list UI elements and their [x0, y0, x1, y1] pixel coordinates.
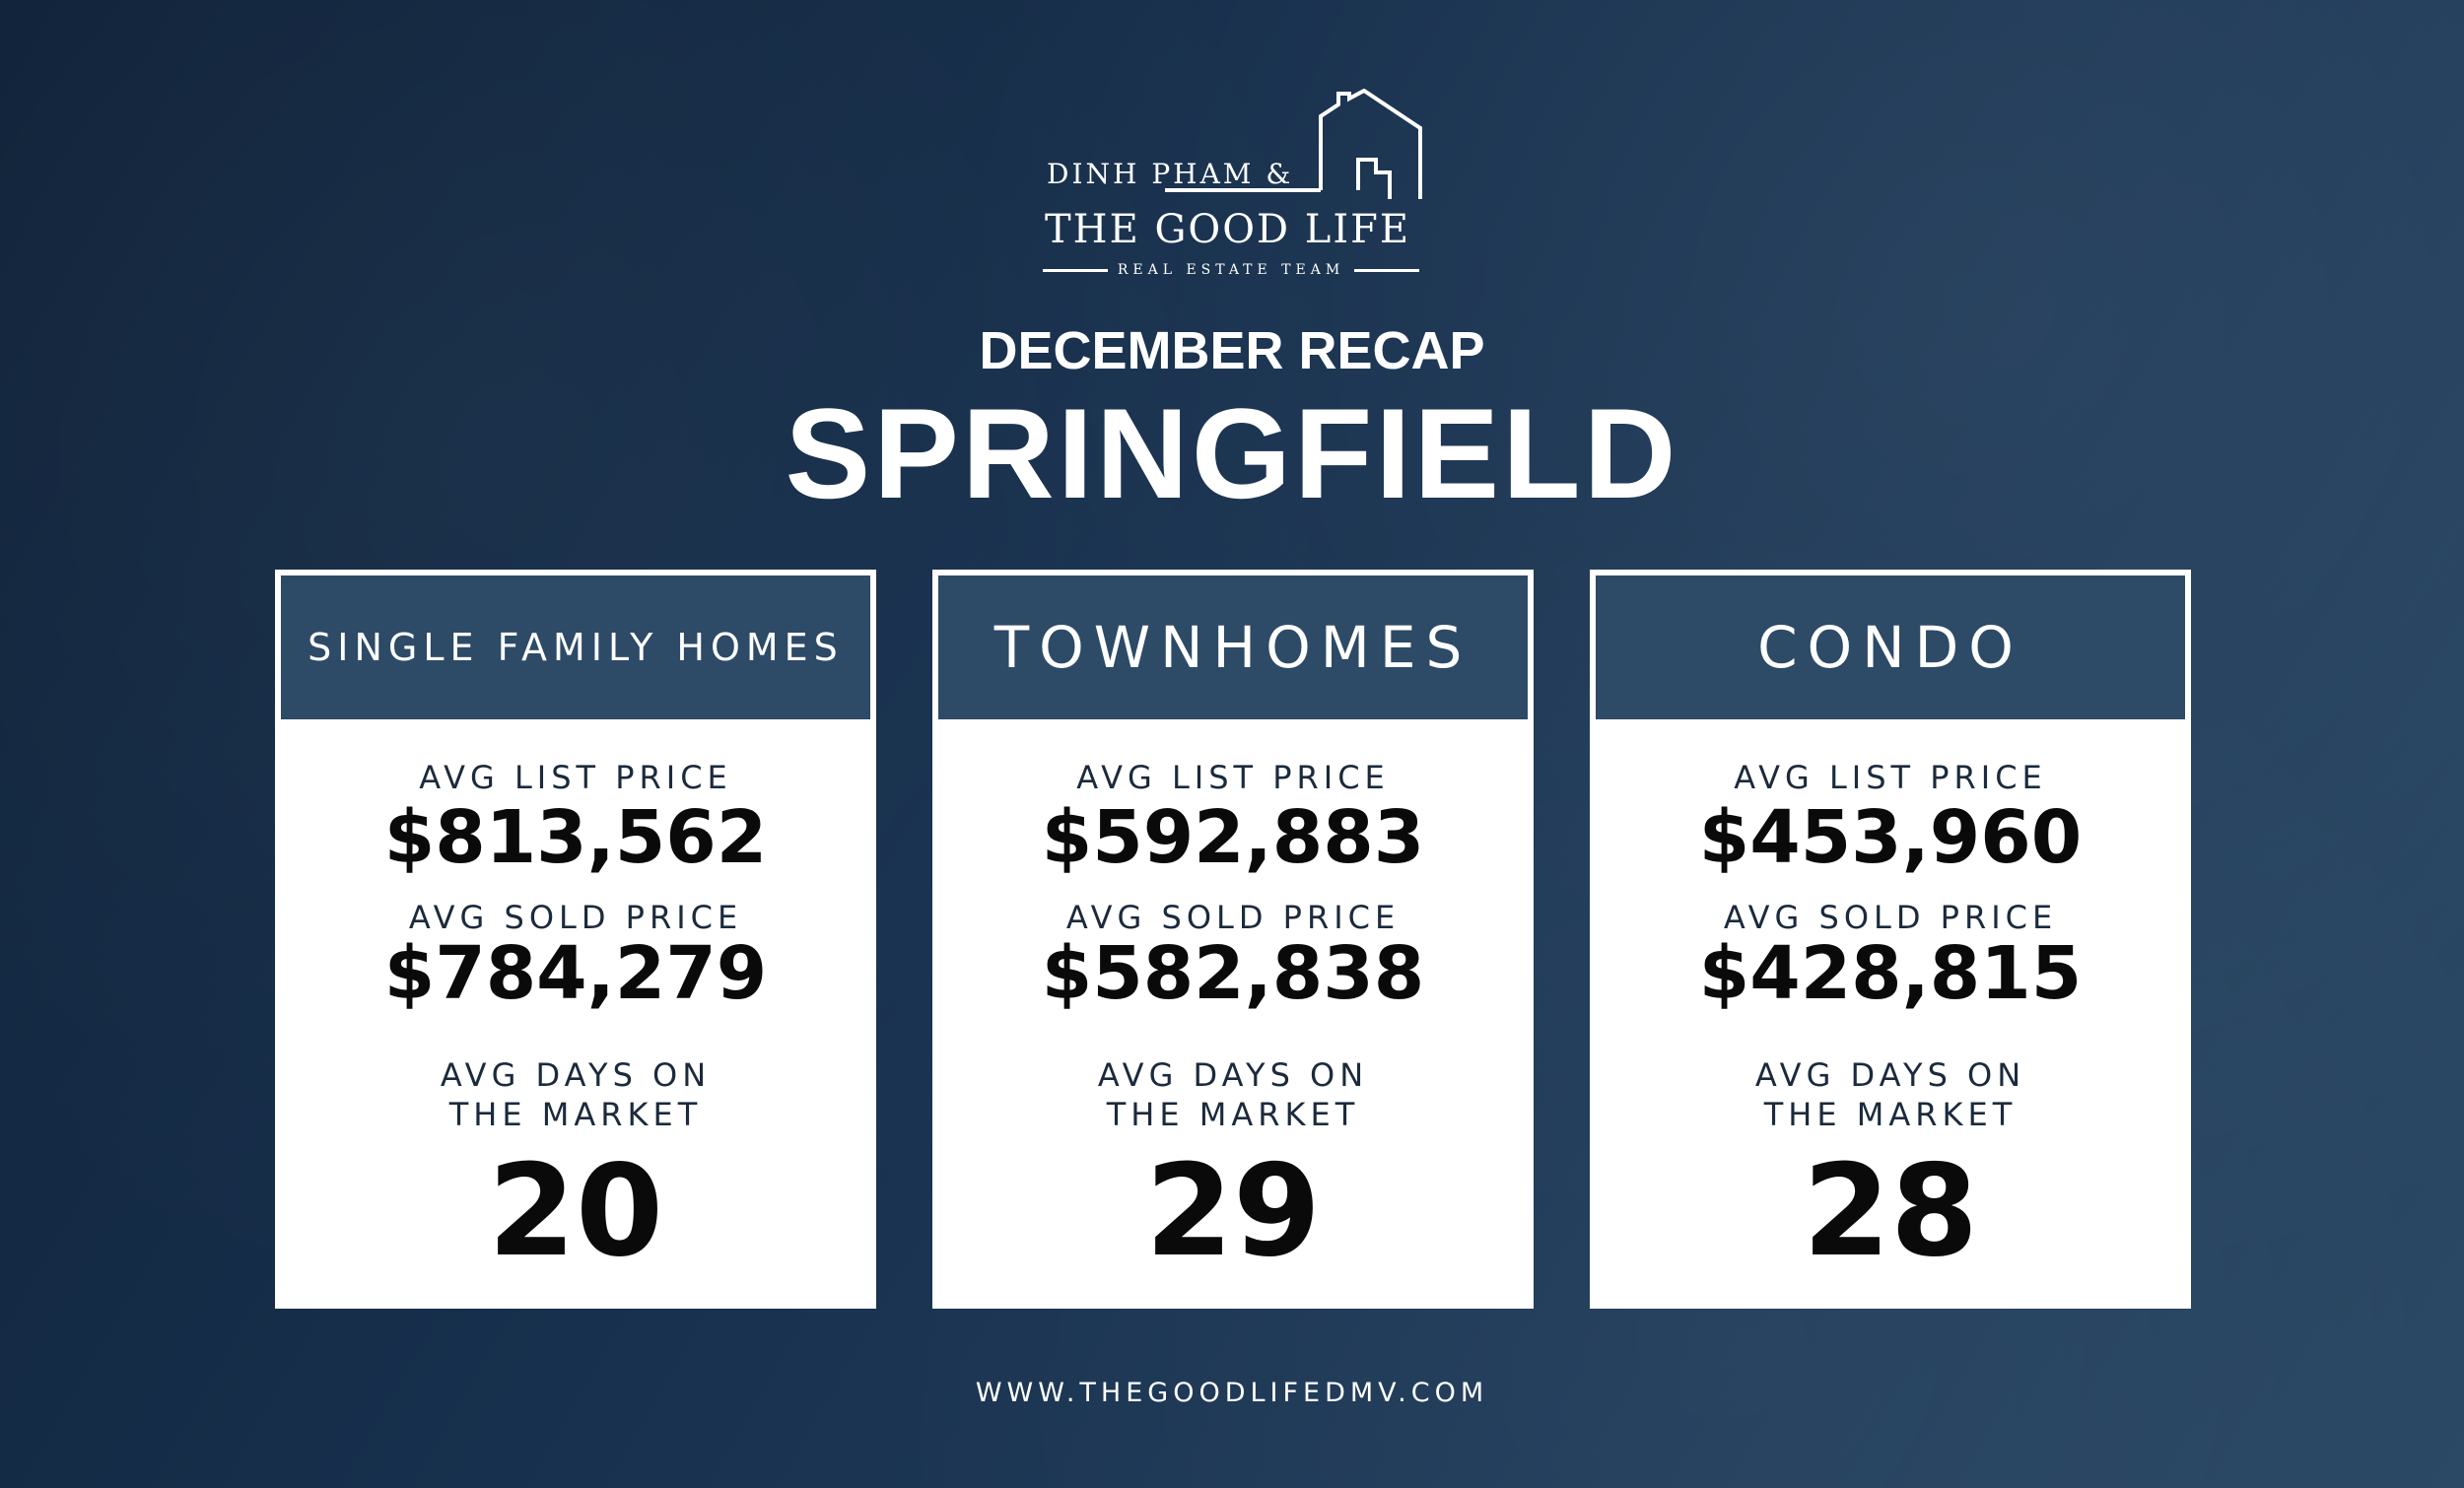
avg-sold-label: AVG SOLD PRICE [1723, 899, 2058, 936]
days-label-line2: THE MARKET [1106, 1096, 1360, 1133]
days-label-line1: AVG DAYS ON [440, 1056, 712, 1094]
avg-list-price: $813,562 [383, 795, 768, 880]
stats-card-single-family: SINGLE FAMILY HOMES AVG LIST PRICE $813,… [275, 570, 876, 1309]
days-on-market: 28 [1802, 1138, 1979, 1285]
avg-list-price: $592,883 [1041, 795, 1425, 880]
brand-logo: DINH PHAM & THE GOOD LIFE REAL ESTATE TE… [1043, 89, 1427, 286]
avg-sold-label: AVG SOLD PRICE [1065, 899, 1401, 936]
tagline-text: REAL ESTATE TEAM [1117, 262, 1345, 278]
avg-list-label: AVG LIST PRICE [419, 759, 732, 796]
days-on-market: 20 [487, 1138, 664, 1285]
logo-brand: THE GOOD LIFE [1045, 207, 1411, 252]
card-title: TOWNHOMES [938, 575, 1528, 719]
days-label-line2: THE MARKET [1763, 1096, 2018, 1133]
tagline-rule-right [1354, 268, 1420, 272]
stats-card-townhomes: TOWNHOMES AVG LIST PRICE $592,883 AVG SO… [932, 570, 1534, 1309]
days-on-market: 29 [1144, 1138, 1322, 1285]
logo-name: DINH PHAM & [1047, 158, 1294, 190]
avg-list-label: AVG LIST PRICE [1734, 759, 2047, 796]
website-url: WWW.THEGOODLIFEDMV.COM [975, 1378, 1489, 1408]
avg-list-label: AVG LIST PRICE [1076, 759, 1390, 796]
avg-sold-price: $582,838 [1041, 931, 1425, 1016]
logo-tagline: REAL ESTATE TEAM [1043, 262, 1420, 278]
recap-heading: DECEMBER RECAP [979, 321, 1485, 380]
card-title: CONDO [1596, 575, 2185, 719]
days-label-line1: AVG DAYS ON [1754, 1056, 2026, 1094]
city-title: SPRINGFIELD [785, 381, 1679, 525]
house-outline-icon [1165, 89, 1422, 199]
stats-card-condo: CONDO AVG LIST PRICE $453,960 AVG SOLD P… [1590, 570, 2191, 1309]
days-label-line2: THE MARKET [448, 1096, 703, 1133]
avg-sold-price: $784,279 [383, 931, 768, 1016]
avg-list-price: $453,960 [1698, 795, 2083, 880]
days-label-line1: AVG DAYS ON [1097, 1056, 1369, 1094]
tagline-rule-left [1043, 268, 1108, 272]
card-title: SINGLE FAMILY HOMES [281, 575, 870, 719]
avg-sold-label: AVG SOLD PRICE [408, 899, 743, 936]
avg-sold-price: $428,815 [1698, 931, 2083, 1016]
